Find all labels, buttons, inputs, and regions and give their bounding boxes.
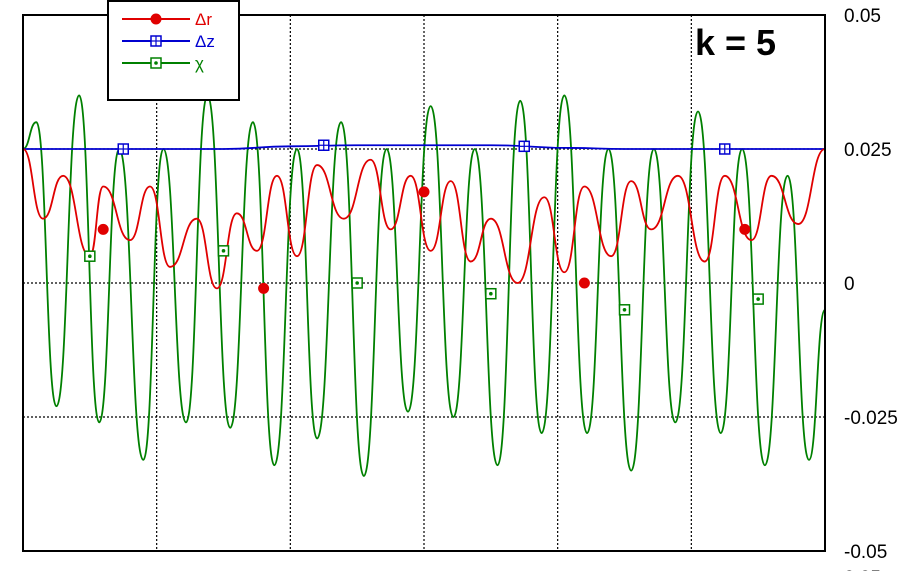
series-1-marker — [318, 139, 330, 151]
series-0-marker — [578, 277, 590, 289]
y-tick-label: -0.05 — [844, 542, 887, 563]
series-line-2 — [22, 94, 826, 477]
legend-label: Δr — [195, 10, 212, 29]
marker-dot — [578, 277, 590, 289]
legend: Δr Δz χ — [107, 0, 240, 101]
legend-box — [107, 0, 240, 101]
clipped-tick-label: 0.05 — [844, 568, 881, 571]
marker-dot — [739, 223, 751, 235]
series-2-marker — [84, 250, 96, 262]
y-tick-label: 0 — [844, 274, 855, 295]
legend-swatch-marker — [150, 57, 162, 69]
marker-dot — [97, 223, 109, 235]
marker-center — [355, 281, 359, 285]
legend-entry: Δr — [122, 10, 212, 29]
series-0-marker — [258, 282, 270, 294]
series-0-marker — [97, 223, 109, 235]
marker-center — [489, 291, 493, 296]
series-2-marker — [217, 245, 230, 257]
y-tick-labels: 0.05 0.025 0 -0.025 -0.05 — [844, 6, 898, 563]
y-tick-label: 0.025 — [844, 140, 892, 161]
series-2-marker — [351, 277, 363, 289]
series-line-1 — [22, 144, 825, 150]
marker-center — [88, 254, 92, 258]
series-2-marker — [485, 287, 497, 300]
legend-swatch-marker — [150, 35, 162, 47]
marker-dot — [150, 13, 162, 25]
legend-entry: Δz — [122, 32, 215, 51]
plot-frame — [22, 14, 826, 552]
series-0-marker — [739, 223, 751, 235]
series-1-marker — [719, 143, 731, 155]
legend-entry: χ — [122, 54, 204, 73]
marker-dot — [258, 282, 270, 294]
marker-center — [756, 297, 760, 301]
y-tick-label: -0.025 — [844, 408, 898, 429]
legend-swatch-marker — [150, 13, 162, 25]
marker-center — [221, 249, 226, 253]
marker-dot — [418, 186, 430, 198]
series-2-marker — [618, 304, 631, 316]
y-tick-label: 0.05 — [844, 6, 881, 27]
series-line-0 — [22, 148, 826, 290]
k-annotation: k = 5 — [695, 22, 776, 63]
series-1-marker — [518, 140, 530, 153]
legend-label: χ — [195, 54, 204, 73]
series-2-marker — [752, 293, 764, 305]
series-0-marker — [418, 186, 430, 198]
marker-layer — [84, 139, 764, 316]
legend-label: Δz — [195, 32, 215, 51]
series-1-marker — [117, 143, 129, 155]
marker-center — [154, 61, 158, 65]
series-layer — [22, 94, 826, 477]
marker-center — [622, 308, 627, 312]
